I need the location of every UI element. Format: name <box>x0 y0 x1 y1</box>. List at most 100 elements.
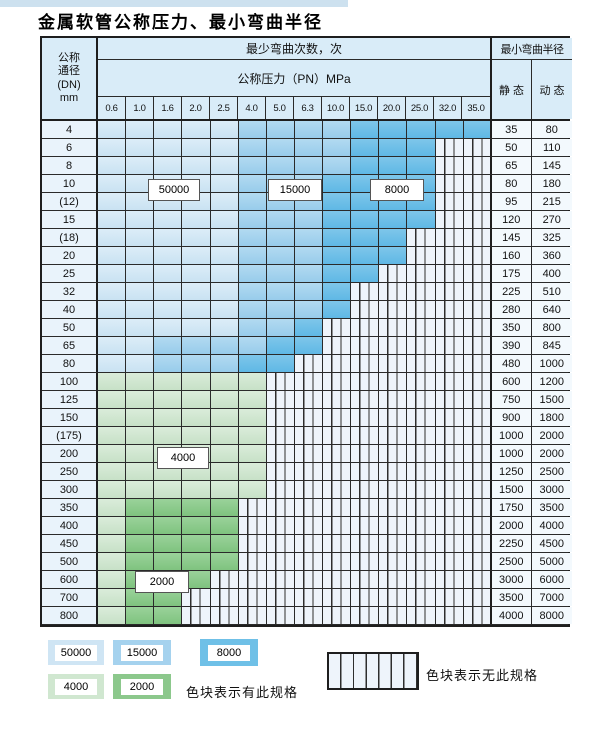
no-spec-cell <box>351 373 380 390</box>
cycles-zone-cell <box>182 535 211 552</box>
cycles-zone-cell <box>154 499 183 516</box>
cycles-zone-cell <box>126 391 155 408</box>
no-spec-cell <box>294 445 323 462</box>
cycles-zone-cell <box>266 157 295 174</box>
cycles-zone-cell <box>379 211 408 228</box>
no-spec-cell <box>407 553 436 570</box>
cycles-zone-cell <box>266 283 295 300</box>
cycles-zone-cell <box>294 229 323 246</box>
dn-column-header: 公称 通径 (DN) mm <box>42 38 98 119</box>
no-spec-cell <box>407 499 436 516</box>
legend-no-spec-text: 色块表示无此规格 <box>426 668 539 683</box>
cycles-zone-cell <box>154 301 183 318</box>
legend-swatch-2000: 2000 <box>113 674 171 699</box>
no-spec-cell <box>435 571 464 588</box>
no-spec-cell <box>435 229 464 246</box>
cycles-zone-cell <box>126 409 155 426</box>
cycles-zone-cell <box>407 211 436 228</box>
dynamic-radius-value: 1000 <box>531 355 572 372</box>
no-spec-cell <box>294 589 323 606</box>
min-bend-cycles-header: 最少弯曲次数，次 <box>98 38 490 60</box>
cycles-zone-cell <box>98 499 127 516</box>
no-spec-cell <box>323 427 352 444</box>
no-spec-cell <box>463 499 492 516</box>
no-spec-cell <box>294 553 323 570</box>
no-spec-cell <box>435 193 464 210</box>
no-spec-cell <box>379 319 408 336</box>
no-spec-cell <box>379 391 408 408</box>
cycles-zone-cell <box>98 589 127 606</box>
cycles-zone-cell <box>126 427 155 444</box>
cycles-zone-cell <box>126 355 155 372</box>
table-header: 公称 通径 (DN) mm 最少弯曲次数，次 公称压力（PN）MPa 0.6 1.… <box>42 38 572 119</box>
no-spec-cell <box>323 535 352 552</box>
cycles-zone-cell <box>154 265 183 282</box>
cycles-zone-cell <box>126 121 155 138</box>
no-spec-cell <box>266 589 295 606</box>
dynamic-radius-value: 3500 <box>531 499 572 516</box>
no-spec-cell <box>379 409 408 426</box>
cycles-zone-cell <box>294 265 323 282</box>
cycles-zone-cell <box>126 517 155 534</box>
pn-tick-row: 0.6 1.0 1.6 2.0 2.5 4.0 5.0 6.3 10.0 15.0 20.0 25.0… <box>98 97 490 119</box>
dn-value: 15 <box>42 211 98 228</box>
dynamic-radius-value: 1200 <box>531 373 572 390</box>
table-row: 20 160 360 <box>42 247 572 265</box>
cycles-zone-cell <box>266 301 295 318</box>
no-spec-cell <box>266 373 295 390</box>
cycles-zone-cell <box>266 265 295 282</box>
no-spec-cell <box>463 157 492 174</box>
dn-value: 50 <box>42 319 98 336</box>
no-spec-cell <box>238 589 267 606</box>
cycles-zone-cell <box>98 247 127 264</box>
no-spec-cell <box>266 607 295 624</box>
cycles-zone-cell <box>98 175 127 192</box>
static-radius-value: 750 <box>491 391 532 408</box>
no-spec-cell <box>323 571 352 588</box>
table-row: 25 175 400 <box>42 265 572 283</box>
cycles-zone-cell <box>98 265 127 282</box>
cycles-zone-cell <box>238 193 267 210</box>
no-spec-cell <box>407 283 436 300</box>
cycles-zone-cell <box>463 121 492 138</box>
table-row: 8 65 145 <box>42 157 572 175</box>
table-row: 100 600 1200 <box>42 373 572 391</box>
no-spec-cell <box>463 139 492 156</box>
cycles-zone-cell <box>182 373 211 390</box>
legend-has-spec-text: 色块表示有此规格 <box>186 685 299 700</box>
cycles-zone-cell <box>154 535 183 552</box>
cycles-zone-cell <box>126 157 155 174</box>
no-spec-cell <box>182 589 211 606</box>
table-row: (12) 95 215 <box>42 193 572 211</box>
dynamic-radius-value: 6000 <box>531 571 572 588</box>
dynamic-radius-value: 400 <box>531 265 572 282</box>
no-spec-cell <box>435 499 464 516</box>
cycles-zone-cell <box>182 157 211 174</box>
cycles-zone-cell <box>323 301 352 318</box>
cycles-zone-cell <box>266 139 295 156</box>
table-row: 800 4000 8000 <box>42 607 572 625</box>
static-radius-value: 80 <box>491 175 532 192</box>
no-spec-cell <box>294 427 323 444</box>
cycles-zone-cell <box>351 265 380 282</box>
cycles-zone-cell <box>98 283 127 300</box>
nominal-pressure-header: 公称压力（PN）MPa <box>98 60 490 97</box>
cycles-zone-cell <box>266 355 295 372</box>
static-dynamic-header: 静 态 动 态 <box>492 60 572 119</box>
cycles-zone-cell <box>294 337 323 354</box>
no-spec-cell <box>323 409 352 426</box>
legend-swatch-label: 50000 <box>55 644 97 661</box>
top-decorative-strip <box>0 0 348 7</box>
no-spec-cell <box>323 337 352 354</box>
cycles-zone-cell <box>182 553 211 570</box>
no-spec-cell <box>435 409 464 426</box>
no-spec-cell <box>463 409 492 426</box>
no-spec-cell <box>294 463 323 480</box>
dn-value: (175) <box>42 427 98 444</box>
no-spec-cell <box>351 589 380 606</box>
dynamic-radius-value: 5000 <box>531 553 572 570</box>
no-spec-cell <box>294 373 323 390</box>
no-spec-cell <box>379 445 408 462</box>
cycles-zone-cell <box>154 157 183 174</box>
no-spec-cell <box>351 553 380 570</box>
